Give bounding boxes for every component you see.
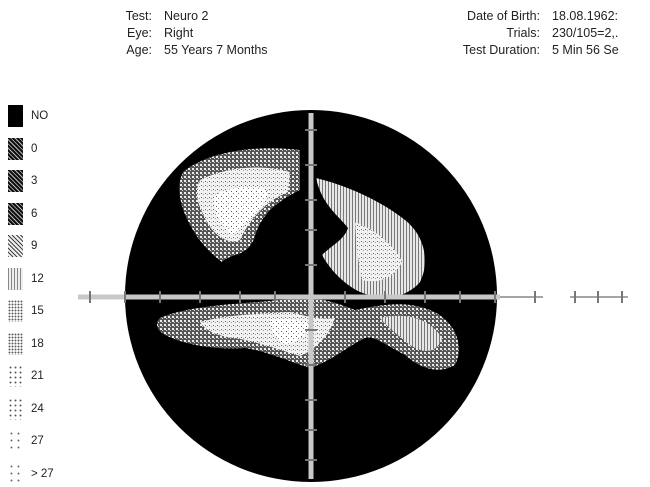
legend-swatch [8, 235, 23, 257]
legend-item: 3 [8, 169, 37, 193]
legend-label: 15 [31, 305, 44, 317]
trials-value: 230/105=2,. [552, 26, 619, 40]
legend-item: 21 [8, 364, 44, 388]
legend-label: 24 [31, 402, 44, 415]
legend-swatch [8, 365, 23, 387]
dob-value: 18.08.1962: [552, 9, 619, 23]
age-value: 55 Years 7 Months [164, 43, 268, 57]
legend-item: 24 [8, 397, 44, 421]
legend-swatch [8, 332, 23, 355]
legend-label: 3 [31, 175, 38, 187]
dob-label: Date of Birth: [467, 9, 540, 23]
info-row-duration: Test Duration: 5 Min 56 Se [432, 42, 650, 59]
legend-item: 9 [8, 234, 37, 258]
legend-item: 18 [8, 332, 44, 356]
legend-label: NO [31, 110, 49, 122]
legend-swatch [8, 170, 23, 192]
legend-item: 12 [8, 267, 44, 291]
legend-item: 6 [8, 202, 37, 226]
trials-label: Trials: [506, 26, 540, 40]
legend-label: > 27 [31, 467, 54, 480]
info-row-eye: Eye: Right [100, 25, 268, 42]
legend-item: > 27 [8, 462, 54, 486]
legend-label: 12 [31, 272, 44, 285]
sensitivity-regions [157, 148, 459, 370]
axis-ticks [89, 129, 623, 461]
info-row-dob: Date of Birth: 18.08.1962: [432, 8, 650, 25]
legend-swatch [8, 137, 23, 160]
eye-value: Right [164, 26, 194, 40]
legend-swatch [8, 267, 23, 290]
legend-item: 0 [8, 137, 37, 161]
legend-label: 0 [31, 142, 38, 155]
info-row-test: Test: Neuro 2 [100, 8, 268, 25]
legend-swatch [8, 397, 23, 420]
legend-swatch [8, 300, 23, 322]
test-value: Neuro 2 [164, 9, 209, 23]
legend-label: 9 [31, 240, 38, 252]
duration-value: 5 Min 56 Se [552, 43, 619, 57]
legend-label: 6 [31, 207, 38, 220]
patient-info: Test: Neuro 2 Eye: Right Age: 55 Years 7… [100, 8, 268, 59]
legend-item: 27 [8, 429, 44, 453]
legend-label: 27 [31, 435, 44, 447]
test-label: Test: [125, 9, 152, 23]
info-row-age: Age: 55 Years 7 Months [100, 42, 268, 59]
legend-item: 15 [8, 299, 44, 323]
legend-swatch [8, 105, 23, 127]
info-row-trials: Trials: 230/105=2,. [432, 25, 650, 42]
legend-swatch [8, 202, 23, 225]
duration-label: Test Duration: [462, 43, 540, 57]
legend-label: 18 [31, 337, 44, 350]
legend-item: NO [8, 104, 48, 128]
legend-swatch [8, 430, 23, 452]
test-info: Date of Birth: 18.08.1962: Trials: 230/1… [432, 8, 650, 59]
age-label: Age: [126, 43, 152, 57]
legend-label: 21 [31, 370, 44, 382]
eye-label: Eye: [126, 26, 152, 40]
legend-swatch [8, 462, 23, 485]
